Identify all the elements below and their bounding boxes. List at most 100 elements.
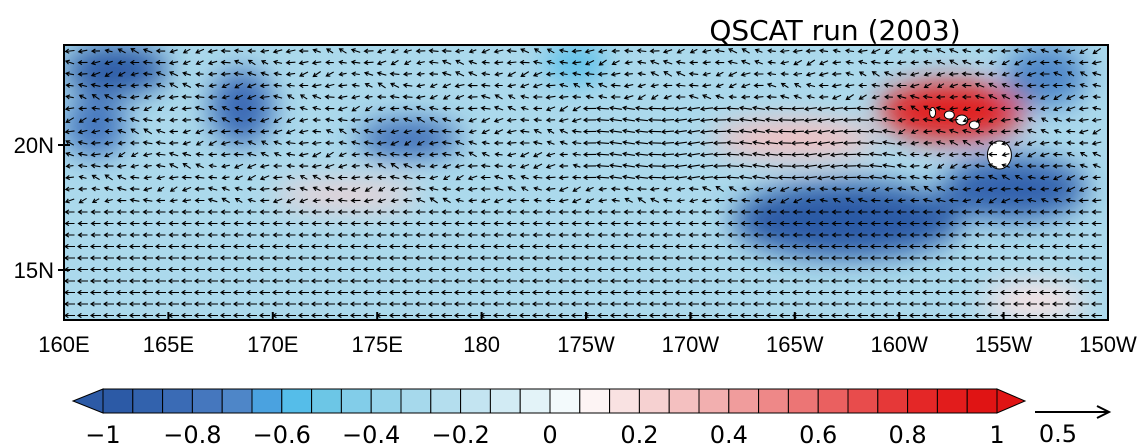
wind-vector — [559, 71, 568, 77]
wind-vector — [221, 83, 230, 89]
wind-vector — [455, 71, 465, 77]
wind-vector — [947, 301, 959, 307]
wind-vector — [531, 312, 543, 319]
wind-vector — [752, 117, 765, 123]
wind-vector — [194, 220, 205, 227]
wind-vector — [611, 197, 620, 203]
wind-vector — [857, 48, 868, 54]
island-shape — [986, 140, 1012, 170]
wind-vector — [635, 312, 647, 319]
wind-vector — [897, 48, 906, 54]
wind-vector — [712, 117, 727, 123]
colorbar-tick-label: 0.4 — [710, 421, 748, 446]
wind-vector — [403, 48, 412, 54]
wind-vector — [89, 289, 101, 296]
wind-vector — [481, 71, 490, 77]
wind-vector — [728, 83, 737, 89]
wind-vector — [91, 198, 100, 203]
wind-vector — [271, 243, 283, 250]
wind-vector — [1066, 175, 1076, 181]
wind-vector — [634, 140, 649, 146]
wind-vector — [1064, 243, 1076, 250]
wind-vector — [286, 117, 296, 123]
wind-vector — [89, 243, 101, 250]
wind-vector — [1039, 83, 1050, 89]
wind-vector — [752, 266, 764, 273]
wind-vector — [725, 105, 740, 111]
wind-vector — [674, 140, 687, 146]
wind-vector — [960, 243, 972, 250]
island-shape — [943, 110, 955, 120]
wind-vector — [182, 71, 192, 77]
colorbar-tick-label: −0.2 — [431, 421, 489, 446]
wind-vector — [337, 83, 348, 89]
wind-vector — [609, 140, 622, 146]
wind-vector — [908, 255, 920, 261]
wind-vector — [505, 278, 517, 284]
wind-vector — [311, 83, 322, 89]
wind-vector — [817, 175, 830, 181]
wind-vector — [350, 59, 361, 65]
wind-vector — [868, 174, 883, 180]
wind-vector — [90, 140, 101, 146]
wind-vector — [78, 117, 87, 123]
wind-vector — [935, 140, 946, 146]
wind-vector — [934, 301, 946, 307]
wind-vector — [168, 220, 179, 227]
wind-vector — [507, 83, 516, 89]
wind-vector — [585, 186, 594, 192]
colorbar-segment — [311, 388, 342, 414]
wind-vector — [375, 266, 387, 273]
wind-vector — [777, 151, 792, 157]
wind-vector — [1052, 175, 1063, 181]
wind-vector — [1000, 117, 1011, 123]
wind-vector — [609, 243, 621, 250]
wind-vector — [403, 60, 412, 65]
wind-vector — [949, 140, 959, 146]
y-tick-label: 15N — [14, 258, 54, 283]
wind-vector — [375, 278, 387, 284]
wind-vector — [1066, 151, 1075, 157]
anomaly-negative — [210, 70, 273, 145]
wind-vector — [661, 278, 673, 284]
wind-vector — [453, 301, 465, 307]
wind-vector — [689, 198, 698, 204]
wind-vector — [312, 94, 322, 100]
wind-vector — [156, 186, 165, 192]
wind-vector — [999, 243, 1011, 250]
wind-vector — [559, 82, 569, 88]
wind-vector — [790, 106, 805, 112]
wind-vector — [117, 48, 126, 54]
wind-vector — [468, 117, 477, 123]
wind-vector — [401, 278, 413, 284]
wind-vector — [831, 220, 842, 227]
wind-vector — [116, 105, 127, 111]
wind-vector — [647, 174, 662, 180]
wind-vector — [388, 243, 400, 250]
colorbar-segment — [460, 388, 491, 414]
wind-vector — [64, 209, 75, 215]
wind-vector — [935, 117, 946, 123]
wind-vector — [583, 266, 595, 273]
wind-vector — [610, 186, 621, 192]
wind-vector — [818, 209, 829, 215]
wind-vector — [623, 83, 634, 89]
wind-vector — [466, 278, 478, 284]
wind-vector — [962, 106, 971, 112]
wind-vector — [467, 209, 478, 215]
wind-vector — [829, 163, 844, 169]
colorbar-segment — [400, 388, 432, 414]
wind-vector — [1090, 278, 1102, 284]
wind-vector — [78, 174, 87, 180]
wind-vector — [142, 232, 153, 238]
wind-vector — [948, 71, 959, 77]
wind-vector — [714, 232, 725, 238]
wind-vector — [531, 278, 543, 284]
wind-vector — [104, 174, 113, 181]
wind-vector — [962, 198, 971, 204]
wind-vector — [986, 289, 998, 296]
wind-vector — [337, 117, 348, 123]
wind-vector — [1064, 278, 1076, 284]
wind-vector — [1078, 198, 1089, 204]
wind-vector — [77, 209, 88, 215]
